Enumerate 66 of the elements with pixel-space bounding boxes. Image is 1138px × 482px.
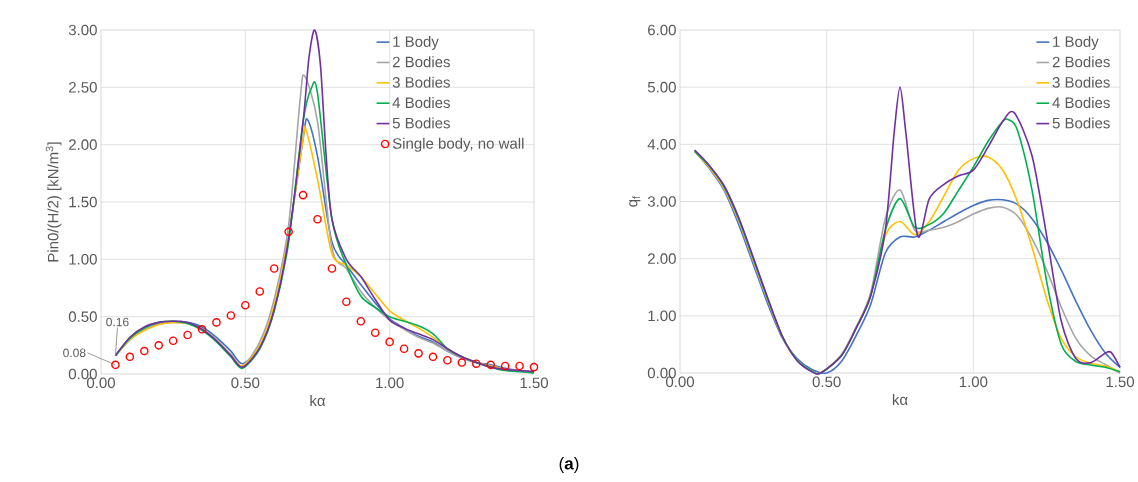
point [457, 358, 467, 367]
point [515, 361, 524, 371]
point [197, 324, 207, 334]
point [370, 328, 380, 338]
point [255, 287, 265, 296]
point [183, 330, 192, 340]
legend-label: Single body, no wall [392, 137, 524, 152]
point [140, 346, 149, 356]
point [241, 300, 250, 310]
point [168, 336, 178, 346]
x-tick-label: 0.50 [812, 376, 841, 388]
x-axis-title: kα [310, 395, 326, 407]
y-axis-title: q$_{f}$ [629, 196, 641, 207]
x-tick-label: 0.50 [231, 377, 260, 389]
y-tick-label: 2.00 [648, 253, 676, 264]
point [471, 359, 481, 368]
legend-label: 3 Bodies [392, 76, 450, 88]
x-axis-title: kα [892, 394, 908, 406]
point [327, 264, 337, 273]
y-tick-label: 4.00 [647, 139, 676, 150]
x-tick-label: 1.00 [376, 377, 404, 389]
y-tick-label: 0.50 [68, 311, 97, 322]
point [284, 227, 293, 237]
y-tick-label: 2.50 [69, 82, 97, 93]
point [385, 337, 394, 347]
legend-label: 4 Bodies [1052, 97, 1110, 109]
point [399, 344, 409, 354]
text: (a) [559, 457, 579, 473]
point [529, 362, 539, 372]
point [500, 361, 510, 371]
x-tick-label: 1.50 [520, 377, 548, 389]
legend-label: 3 Bodies [1052, 76, 1110, 88]
legend-label: 1 Body [393, 35, 439, 50]
x-tick-label: 1.50 [1106, 376, 1135, 388]
y-tick-label: 2.00 [69, 139, 97, 150]
point [414, 349, 423, 358]
y-tick-label: 1.00 [648, 310, 676, 322]
y-tick-label: 1.50 [69, 196, 97, 208]
point [356, 316, 366, 326]
legend-label: 1 Body [1053, 35, 1099, 50]
y-tick-label: 6.00 [648, 24, 676, 36]
point [269, 264, 279, 273]
point [125, 352, 135, 362]
point [298, 190, 308, 200]
point [154, 341, 164, 350]
point [342, 297, 351, 307]
y-axis-title: Pin0/(H/2) [kN/m$^{3}$] [45, 142, 62, 262]
point [111, 360, 120, 370]
annotation: 0.08 [63, 348, 86, 358]
point [226, 311, 236, 320]
annotation: 0.16 [106, 317, 129, 327]
y-tick-label: 1.00 [69, 254, 97, 265]
point [428, 352, 438, 362]
legend-label: 2 Bodies [392, 56, 450, 68]
point [212, 318, 221, 327]
legend-label: 4 Bodies [392, 97, 450, 109]
y-tick-label: 3.00 [647, 196, 676, 207]
x-tick-label: 1.00 [959, 376, 988, 388]
y-tick-label: 5.00 [647, 81, 676, 93]
legend-label: 2 Bodies [1052, 56, 1110, 68]
point [313, 214, 322, 224]
legend-label: 5 Bodies [1052, 117, 1110, 129]
y-tick-label: 3.00 [68, 24, 97, 36]
legend-label: 5 Bodies [392, 117, 450, 129]
point [486, 360, 495, 370]
point [443, 355, 452, 365]
